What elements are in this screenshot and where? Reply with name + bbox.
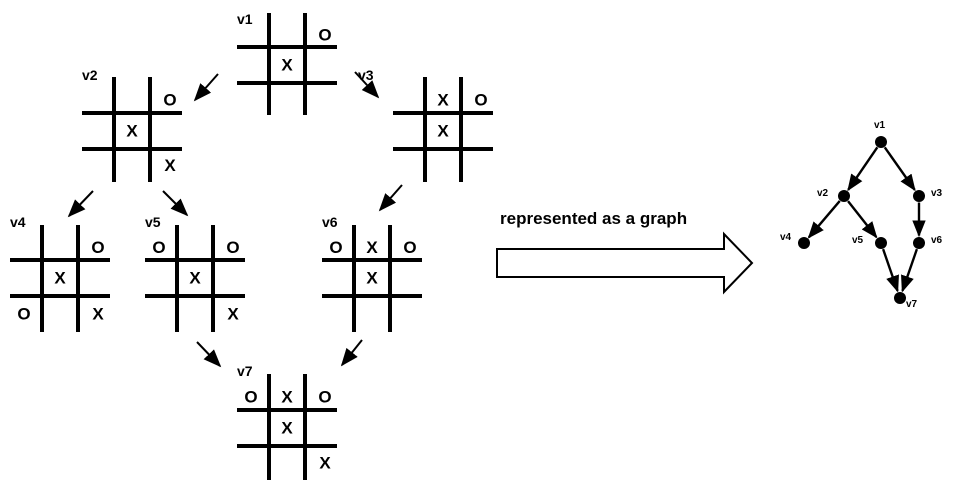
graph-layer: v1 v2 v3 v4 v5 v6 v7 (780, 120, 943, 310)
x-mark: X (164, 156, 176, 175)
x-mark: X (319, 454, 331, 473)
arrow-v2-to-v4 (67, 190, 94, 218)
o-mark: O (152, 238, 165, 257)
graph-node-v6 (913, 237, 925, 249)
arrow-v6-to-v7 (340, 339, 363, 367)
graph-node-label: v3 (931, 188, 943, 199)
graph-node-v1 (875, 136, 887, 148)
graph-node-label: v2 (817, 188, 829, 199)
board-v7: v7O X OXX (237, 363, 337, 480)
board-label: v1 (237, 11, 253, 27)
big-right-arrow-icon (496, 231, 754, 295)
o-mark: O (318, 26, 331, 45)
caption-text: represented as a graph (500, 209, 687, 228)
x-mark: X (227, 305, 239, 324)
x-mark: X (366, 269, 378, 288)
arrow-v1-to-v3 (354, 71, 380, 99)
o-mark: O (163, 91, 176, 110)
graph-node-label: v6 (931, 235, 943, 246)
graph-node-v4 (798, 237, 810, 249)
x-mark: X (437, 122, 449, 141)
graph-node-label: v4 (780, 232, 792, 243)
arrow-v1-to-v2 (193, 73, 219, 102)
x-mark: X (281, 56, 293, 75)
x-mark: X (281, 419, 293, 438)
graph-node-label: v5 (852, 235, 864, 246)
board-label: v3 (358, 67, 374, 83)
graph-edge-v5-v7 (881, 248, 899, 293)
x-mark: X (437, 91, 449, 110)
x-mark: X (366, 238, 378, 257)
o-mark: O (91, 238, 104, 257)
graph-node-label: v1 (874, 120, 886, 131)
graph-edge-v1-v3 (883, 146, 916, 192)
x-mark: X (92, 305, 104, 324)
board-v3: v3 X O X (358, 67, 493, 182)
graph-edge-v1-v2 (847, 146, 879, 192)
graph-node-v7 (894, 292, 906, 304)
board-arrows-layer (67, 71, 403, 368)
graph-edge-v2-v4 (807, 200, 841, 239)
board-label: v5 (145, 214, 161, 230)
board-v4: v4 O X O X (10, 214, 110, 332)
board-label: v6 (322, 214, 338, 230)
graph-node-v2 (838, 190, 850, 202)
board-label: v7 (237, 363, 253, 379)
x-mark: X (281, 388, 293, 407)
board-v6: v6 O X O X (322, 214, 422, 332)
graph-edge-v6-v7 (901, 248, 919, 293)
o-mark: O (318, 388, 331, 407)
o-mark: O (244, 388, 257, 407)
o-mark: O (403, 238, 416, 257)
x-mark: X (126, 122, 138, 141)
graph-node-label: v7 (906, 299, 918, 310)
arrow-v5-to-v7 (196, 341, 222, 368)
o-mark: O (329, 238, 342, 257)
board-label: v4 (10, 214, 26, 230)
board-v2: v2 O X X (82, 67, 182, 182)
graph-node-v3 (913, 190, 925, 202)
board-v5: v5 O O X X (145, 214, 245, 332)
o-mark: O (17, 305, 30, 324)
board-label: v2 (82, 67, 98, 83)
o-mark: O (474, 91, 487, 110)
graph-edge-v2-v5 (847, 200, 878, 239)
o-mark: O (226, 238, 239, 257)
arrow-v2-to-v5 (162, 190, 189, 217)
x-mark: X (189, 269, 201, 288)
x-mark: X (54, 269, 66, 288)
arrow-v3-to-v6 (378, 184, 403, 212)
graph-node-v5 (875, 237, 887, 249)
transform-arrow: represented as a graph (496, 209, 754, 295)
board-v1: v1 O X (237, 11, 337, 115)
